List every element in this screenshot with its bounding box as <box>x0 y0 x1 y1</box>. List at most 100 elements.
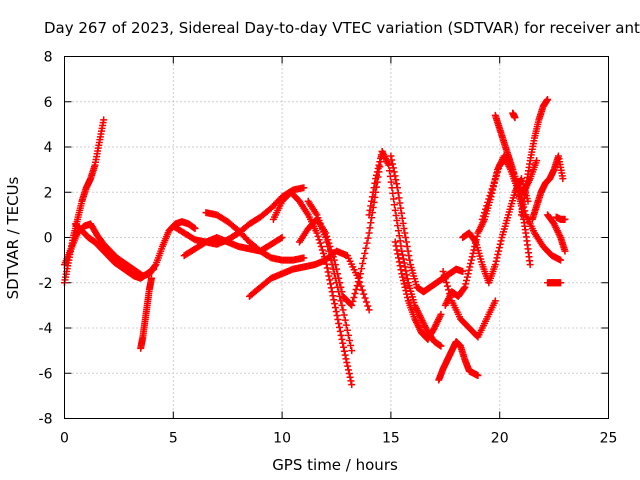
data-point <box>353 282 361 290</box>
data-point <box>330 270 338 278</box>
data-point <box>403 290 411 298</box>
data-point <box>350 293 358 301</box>
data-point <box>393 246 401 254</box>
data-point <box>326 276 334 284</box>
data-point <box>329 292 337 300</box>
data-point <box>335 319 343 327</box>
series-seg-15 <box>435 338 482 384</box>
data-point <box>401 263 409 271</box>
data-point <box>398 247 406 255</box>
data-point <box>497 237 505 245</box>
data-point <box>318 246 326 254</box>
data-point <box>391 238 399 246</box>
data-point <box>344 362 352 370</box>
data-point <box>533 157 541 165</box>
data-point <box>480 209 488 217</box>
data-point <box>398 209 406 217</box>
data-point <box>323 264 331 272</box>
data-point <box>459 267 467 275</box>
series-seg-13 <box>387 152 467 296</box>
data-point <box>401 283 409 291</box>
data-point <box>395 194 403 202</box>
data-point <box>491 297 499 305</box>
data-point <box>358 265 366 273</box>
data-point <box>403 243 411 251</box>
data-point <box>339 339 347 347</box>
data-point <box>387 178 395 186</box>
data-point <box>395 232 403 240</box>
data-point <box>395 258 403 266</box>
x-tick-label: 0 <box>60 431 69 447</box>
data-point <box>366 224 374 232</box>
y-tick-label: 0 <box>44 231 53 247</box>
data-point <box>348 381 356 389</box>
data-point <box>492 257 500 265</box>
data-point <box>393 217 401 225</box>
data-point <box>344 366 352 374</box>
data-point <box>313 229 321 237</box>
data-point <box>442 278 450 286</box>
data-point <box>332 308 340 316</box>
data-point <box>389 160 397 168</box>
data-point <box>494 168 502 176</box>
data-point <box>342 321 350 329</box>
data-point <box>389 164 397 172</box>
data-point <box>399 276 407 284</box>
data-point <box>338 301 346 309</box>
data-point <box>495 247 503 255</box>
data-point <box>559 175 567 183</box>
data-point <box>339 306 347 314</box>
data-point <box>437 310 445 318</box>
data-point <box>371 179 379 187</box>
data-point <box>341 316 349 324</box>
data-point <box>300 184 308 192</box>
series-seg-21 <box>509 109 519 122</box>
data-point <box>374 164 382 172</box>
data-point <box>526 261 534 269</box>
data-point <box>394 189 402 197</box>
data-point <box>148 274 156 282</box>
data-point <box>100 116 108 124</box>
data-point <box>331 300 339 308</box>
data-point <box>372 175 380 183</box>
data-point <box>399 273 407 281</box>
x-tick-label: 25 <box>600 431 618 447</box>
data-point <box>340 347 348 355</box>
data-point <box>495 244 503 252</box>
series-seg-3 <box>71 220 158 282</box>
data-point <box>327 284 335 292</box>
y-tick-label: -2 <box>39 276 53 292</box>
data-point <box>487 188 495 196</box>
data-point <box>376 158 384 166</box>
data-point <box>391 172 399 180</box>
data-point <box>364 302 372 310</box>
data-point <box>366 206 374 214</box>
data-point <box>464 270 472 278</box>
data-point <box>341 351 349 359</box>
data-point <box>331 304 339 312</box>
data-point <box>324 243 332 251</box>
data-point <box>364 234 372 242</box>
series-seg-26 <box>552 213 569 223</box>
series-seg-25 <box>544 211 569 255</box>
data-point <box>468 253 476 261</box>
data-point <box>437 342 445 350</box>
data-point <box>360 290 368 298</box>
data-point <box>491 175 499 183</box>
data-point <box>361 249 369 257</box>
data-point <box>359 260 367 268</box>
y-tick-label: 6 <box>44 95 53 111</box>
data-point <box>479 212 487 220</box>
data-point <box>336 292 344 300</box>
data-point <box>334 316 342 324</box>
x-axis-label: GPS time / hours <box>272 456 398 474</box>
data-point <box>338 335 346 343</box>
data-point <box>348 347 356 355</box>
data-point <box>400 224 408 232</box>
data-point <box>334 283 342 291</box>
data-point <box>397 266 405 274</box>
data-point <box>354 278 362 286</box>
data-point <box>368 197 376 205</box>
data-point <box>494 250 502 258</box>
